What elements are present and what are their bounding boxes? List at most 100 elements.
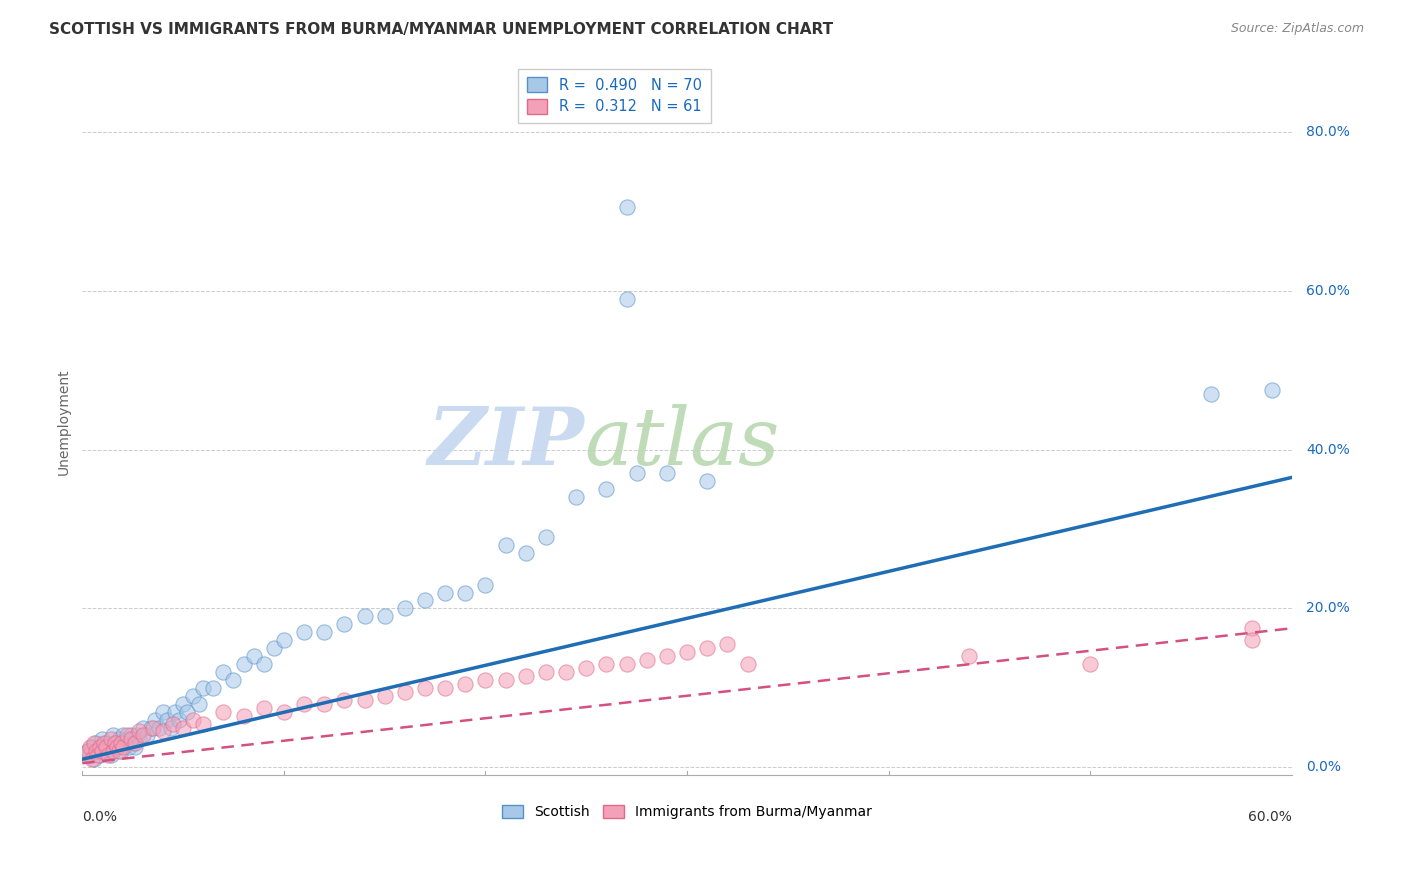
Point [79,748,101,763]
Point [655,648,678,663]
Point [86,736,108,750]
Point [115,728,138,742]
Point [91,732,114,747]
Point [96,740,118,755]
Point [626,467,648,481]
Point [83,736,105,750]
Point [111,728,134,742]
Legend: R =  0.490   N = 70, R =  0.312   N = 61: R = 0.490 N = 70, R = 0.312 N = 61 [519,69,711,123]
Point [156,713,179,727]
Point [75,748,97,763]
Point [374,689,396,703]
Text: 0.0%: 0.0% [83,811,117,824]
Point [193,681,215,695]
Point [143,713,166,727]
Point [616,201,638,215]
Point [181,689,204,703]
Point [454,585,477,599]
Point [93,736,115,750]
Point [737,657,759,671]
Point [595,657,617,671]
Point [1260,383,1282,397]
Point [434,585,457,599]
Point [616,292,638,306]
Point [314,697,336,711]
Point [253,657,276,671]
Point [89,740,111,755]
Point [333,692,356,706]
Point [77,744,100,758]
Point [242,648,264,663]
Point [616,657,638,671]
Point [124,736,146,750]
Point [142,721,165,735]
Point [135,728,157,742]
Point [353,692,375,706]
Point [110,736,132,750]
Point [273,633,295,648]
Point [575,661,598,675]
Point [97,740,120,755]
Point [696,475,718,489]
Point [132,728,155,742]
Point [474,673,496,687]
Point [160,721,183,735]
Point [1240,633,1263,648]
Point [534,665,557,679]
Point [128,732,150,747]
Point [394,685,416,699]
Point [100,748,122,763]
Point [87,748,110,763]
Point [176,705,198,719]
Point [434,681,457,695]
Point [120,732,142,747]
Point [77,744,100,758]
Point [636,653,658,667]
Point [118,740,141,755]
Point [107,732,129,747]
Point [957,648,980,663]
Point [162,716,184,731]
Point [188,697,211,711]
Point [167,713,190,727]
Point [676,645,699,659]
Point [107,744,129,758]
Point [152,705,174,719]
Point [253,700,276,714]
Point [93,744,115,758]
Point [202,681,225,695]
Point [124,740,146,755]
Point [655,467,678,481]
Point [83,752,105,766]
Point [82,740,104,755]
Point [292,697,315,711]
Point [139,721,162,735]
Point [105,740,128,755]
Point [103,736,125,750]
Point [172,721,194,735]
Point [91,744,114,758]
Point [181,713,204,727]
Y-axis label: Unemployment: Unemployment [58,368,72,475]
Point [314,625,336,640]
Text: 0.0%: 0.0% [1306,760,1341,774]
Point [515,546,537,560]
Point [101,744,124,758]
Point [120,728,142,742]
Point [100,732,122,747]
Point [292,625,315,640]
Point [82,752,104,766]
Point [96,736,118,750]
Point [101,728,124,742]
Point [121,736,143,750]
Point [132,721,155,735]
Text: 20.0%: 20.0% [1306,601,1350,615]
Text: Source: ZipAtlas.com: Source: ZipAtlas.com [1230,22,1364,36]
Text: 40.0%: 40.0% [1306,442,1350,457]
Point [101,744,124,758]
Point [374,609,396,624]
Point [413,593,436,607]
Point [534,530,557,544]
Point [148,721,170,735]
Point [128,724,150,739]
